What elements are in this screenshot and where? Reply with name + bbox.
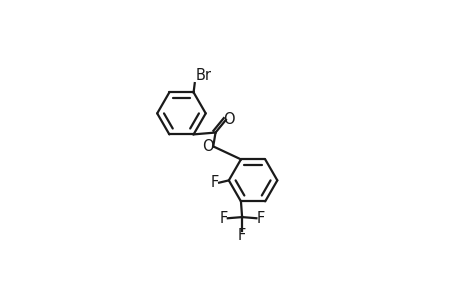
Text: Br: Br — [196, 68, 212, 83]
Text: O: O — [223, 112, 235, 127]
Text: F: F — [210, 175, 218, 190]
Text: F: F — [237, 228, 246, 243]
Text: F: F — [219, 211, 227, 226]
Text: F: F — [256, 211, 264, 226]
Text: O: O — [202, 140, 213, 154]
